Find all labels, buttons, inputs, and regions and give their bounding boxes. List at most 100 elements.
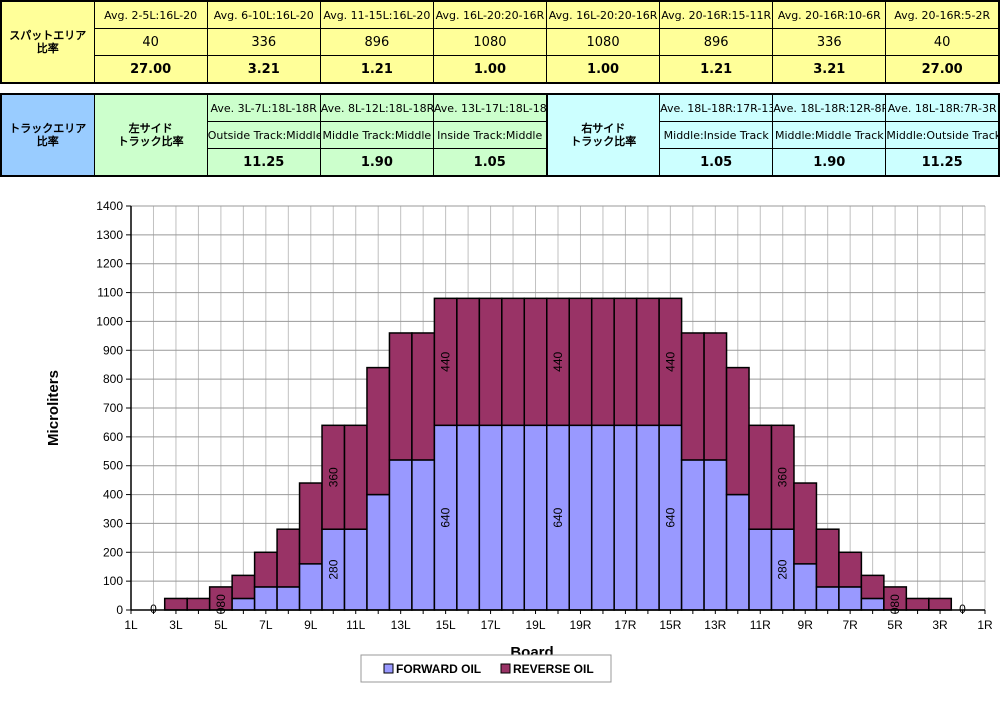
- right-track-ratio: 1.90: [772, 148, 887, 177]
- x-tick-label: 15L: [436, 618, 456, 632]
- bar-reverse-oil: [703, 332, 728, 461]
- left-track-name: Outside Track:Middle: [206, 121, 321, 149]
- bar-reverse-oil: [590, 297, 615, 427]
- spot-header: Avg. 11-15L:16L-20: [319, 0, 434, 29]
- bar-forward-oil: [680, 459, 705, 611]
- spot-value: 40: [885, 28, 1000, 56]
- bar-reverse-oil: [815, 528, 840, 588]
- spot-area-table: スパットエリア 比率 Avg. 2-5L:16L-20 Avg. 6-10L:16…: [0, 0, 1000, 84]
- legend: FORWARD OIL REVERSE OIL: [360, 654, 612, 683]
- bar-reverse-oil: [928, 597, 953, 611]
- x-tick-label: 1L: [124, 618, 138, 632]
- spot-ratio: 1.21: [319, 55, 434, 84]
- spot-value: 336: [206, 28, 321, 56]
- spot-value: 896: [319, 28, 434, 56]
- bar-data-label: 640: [551, 507, 565, 527]
- bar-reverse-oil: [860, 574, 885, 600]
- y-tick-label: 500: [103, 459, 123, 473]
- left-header: Ave. 3L-7L:18L-18R: [206, 93, 321, 122]
- spot-header: Avg. 20-16R:5-2R: [885, 0, 1000, 29]
- bar-forward-oil: [298, 563, 323, 611]
- bar-data-label: 640: [663, 507, 677, 527]
- y-tick-label: 1000: [96, 314, 123, 328]
- legend-label-forward: FORWARD OIL: [396, 662, 481, 676]
- x-tick-label: 19L: [526, 618, 546, 632]
- legend-label-reverse: REVERSE OIL: [513, 662, 594, 676]
- track-area-table: トラックエリア 比率 左サイド トラック比率 Ave. 3L-7L:18L-18R …: [0, 93, 1000, 177]
- bar-forward-oil: [703, 459, 728, 611]
- bar-reverse-oil: [905, 597, 930, 611]
- spot-ratio: 1.21: [659, 55, 774, 84]
- x-tick-label: 5R: [887, 618, 903, 632]
- x-tick-label: 15R: [659, 618, 681, 632]
- bar-forward-oil: [478, 424, 503, 611]
- left-header: Ave. 8L-12L:18L-18R: [319, 93, 434, 122]
- y-tick-label: 1200: [96, 257, 123, 271]
- left-track-ratio: 1.90: [319, 148, 434, 177]
- right-track-name: Middle:Middle Track: [772, 121, 887, 149]
- bar-data-label: 440: [551, 351, 565, 371]
- spot-ratio: 27.00: [885, 55, 1000, 84]
- bar-data-label: 360: [326, 467, 340, 487]
- bar-data-label: 280: [776, 559, 790, 579]
- x-tick-label: 9R: [798, 618, 814, 632]
- x-tick-label: 7R: [842, 618, 858, 632]
- x-tick-label: 5L: [214, 618, 228, 632]
- spot-area-label: スパットエリア 比率: [0, 0, 95, 84]
- bar-forward-oil: [231, 597, 256, 611]
- bar-reverse-oil: [613, 297, 638, 427]
- bar-data-label: 440: [439, 351, 453, 371]
- left-track-name: Inside Track:Middle: [432, 121, 548, 149]
- bar-reverse-oil: [501, 297, 526, 427]
- right-side-label: 右サイド トラック比率: [546, 93, 661, 177]
- spot-value: 1080: [432, 28, 548, 56]
- bar-reverse-oil: [343, 424, 368, 530]
- bar-reverse-oil: [478, 297, 503, 427]
- x-tick-label: 19R: [569, 618, 591, 632]
- x-tick-label: 13L: [391, 618, 411, 632]
- bar-forward-oil: [838, 586, 863, 611]
- bar-data-label: 360: [776, 467, 790, 487]
- x-tick-label: 3L: [169, 618, 183, 632]
- y-tick-label: 300: [103, 516, 123, 530]
- track-area-label: トラックエリア 比率: [0, 93, 95, 177]
- spot-ratio: 1.00: [432, 55, 548, 84]
- bar-forward-oil: [568, 424, 593, 611]
- bar-reverse-oil: [838, 551, 863, 588]
- x-tick-label: 13R: [704, 618, 726, 632]
- y-tick-label: 1400: [96, 199, 123, 213]
- y-tick-label: 600: [103, 430, 123, 444]
- right-track-ratio: 11.25: [885, 148, 1000, 177]
- y-tick-label: 100: [103, 574, 123, 588]
- y-tick-label: 1100: [97, 286, 123, 300]
- bar-reverse-oil: [186, 597, 211, 611]
- bar-reverse-oil: [725, 366, 750, 496]
- bar-reverse-oil: [163, 597, 188, 611]
- spot-header: Avg. 16L-20:20-16R: [432, 0, 548, 29]
- x-tick-label: 11R: [750, 618, 771, 632]
- spot-header: Avg. 16L-20:20-16R: [546, 0, 661, 29]
- bar-forward-oil: [253, 586, 278, 611]
- left-track-ratio: 1.05: [432, 148, 548, 177]
- y-axis-title: Microliters: [45, 370, 62, 446]
- bar-data-label: 280: [326, 559, 340, 579]
- spot-value: 896: [659, 28, 774, 56]
- legend-box: [360, 654, 612, 683]
- spot-header: Avg. 20-16R:15-11R: [659, 0, 774, 29]
- bar-reverse-oil: [793, 482, 818, 565]
- left-track-name: Middle Track:Middle: [319, 121, 434, 149]
- spot-ratio: 3.21: [206, 55, 321, 84]
- spot-header: Avg. 20-16R:10-6R: [772, 0, 887, 29]
- spot-ratio: 1.00: [546, 55, 661, 84]
- right-track-name: Middle:Outside Track: [885, 121, 1000, 149]
- bar-reverse-oil: [523, 297, 548, 427]
- bar-forward-oil: [456, 424, 481, 611]
- bar-forward-oil: [366, 493, 391, 611]
- bar-data-label: 640: [439, 507, 453, 527]
- bar-reverse-oil: [231, 574, 256, 600]
- bar-forward-oil: [590, 424, 615, 611]
- x-tick-label: 7L: [259, 618, 273, 632]
- spot-header: Avg. 6-10L:16L-20: [206, 0, 321, 29]
- bar-forward-oil: [343, 528, 368, 611]
- bar-reverse-oil: [411, 332, 436, 461]
